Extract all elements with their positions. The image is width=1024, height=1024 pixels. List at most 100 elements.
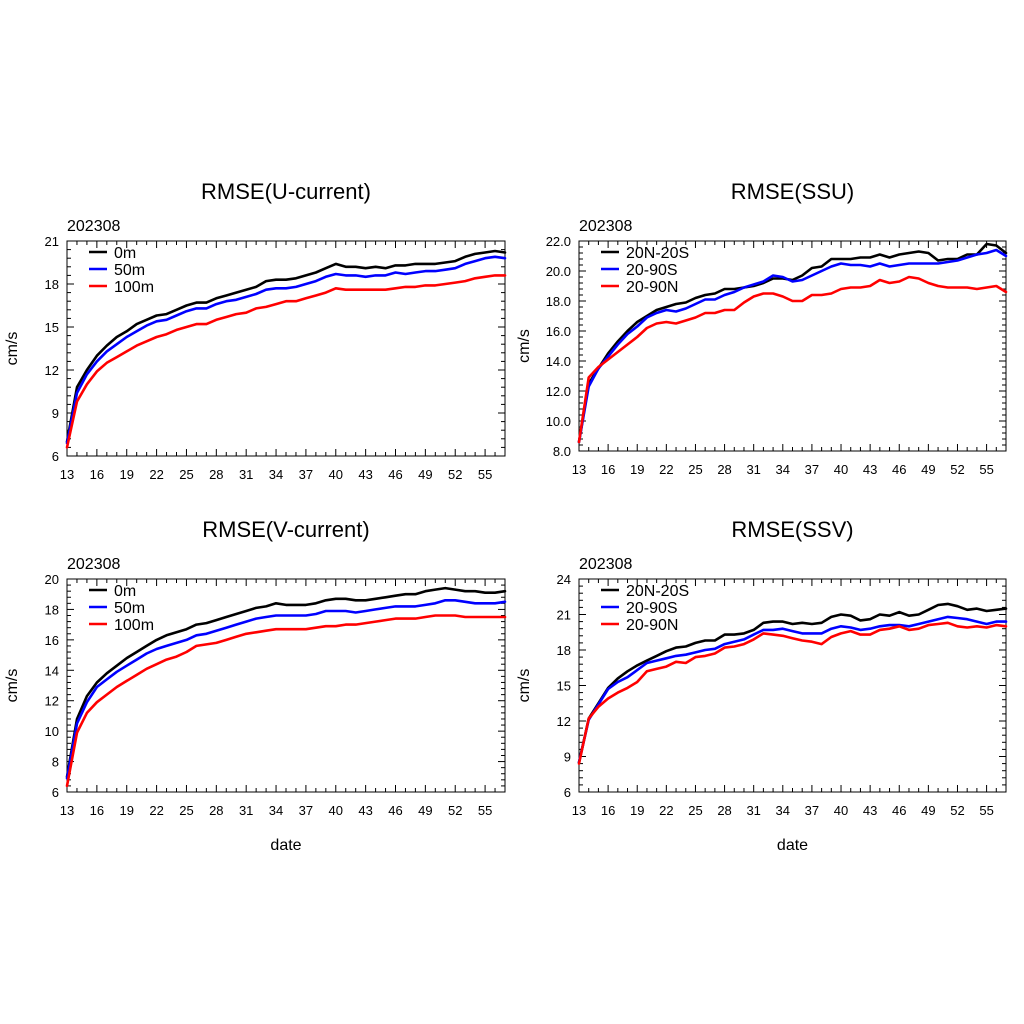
series-line-20-90S	[577, 615, 1008, 764]
y-tick-label: 6	[52, 449, 59, 464]
x-tick-label: 16	[601, 462, 615, 477]
y-tick-label: 24	[557, 572, 571, 587]
chart-subtitle: 202308	[579, 218, 632, 235]
x-tick-label: 13	[572, 462, 586, 477]
chart-title: RMSE(U-current)	[201, 179, 371, 204]
x-tick-label: 25	[179, 467, 193, 482]
y-tick-label: 6	[564, 785, 571, 800]
x-tick-label: 55	[478, 803, 492, 818]
series-line-100m	[65, 614, 507, 788]
x-tick-label: 22	[149, 467, 163, 482]
y-axis-label: cm/s	[4, 669, 21, 703]
y-tick-label: 12.0	[546, 384, 571, 399]
x-tick-label: 22	[149, 803, 163, 818]
chart-title: RMSE(V-current)	[202, 517, 369, 542]
y-tick-label: 12	[557, 714, 571, 729]
chart-subtitle: 202308	[67, 218, 120, 235]
x-tick-label: 19	[630, 803, 644, 818]
x-tick-label: 37	[299, 467, 313, 482]
x-tick-label: 28	[717, 803, 731, 818]
x-tick-label: 49	[418, 803, 432, 818]
panel-2: RMSE(SSU) 202308 13 16 19 22 25 28 31 34 37 40 43 46 4…	[516, 179, 1008, 477]
y-tick-label: 14	[45, 663, 59, 678]
x-tick-label: 31	[239, 803, 253, 818]
chart-subtitle: 202308	[579, 556, 632, 573]
x-tick-label: 28	[209, 467, 223, 482]
x-tick-label: 52	[448, 467, 462, 482]
y-tick-label: 6	[52, 785, 59, 800]
x-tick-label: 49	[921, 803, 935, 818]
x-tick-label: 40	[329, 467, 343, 482]
x-tick-label: 55	[979, 803, 993, 818]
x-tick-label: 28	[717, 462, 731, 477]
y-tick-label: 12	[45, 694, 59, 709]
y-tick-label: 9	[564, 750, 571, 765]
y-tick-label: 18.0	[546, 294, 571, 309]
x-tick-label: 13	[572, 803, 586, 818]
x-tick-label: 19	[630, 462, 644, 477]
chart-subtitle: 202308	[67, 556, 120, 573]
x-tick-label: 40	[834, 462, 848, 477]
legend-label: 50m	[114, 600, 145, 617]
x-tick-label: 34	[776, 803, 790, 818]
x-tick-label: 31	[746, 803, 760, 818]
legend-label: 20-90S	[626, 262, 678, 279]
x-tick-label: 52	[448, 803, 462, 818]
x-tick-label: 52	[950, 803, 964, 818]
y-tick-label: 18	[557, 643, 571, 658]
x-tick-label: 37	[805, 803, 819, 818]
series-line-100m	[65, 274, 507, 449]
x-tick-label: 49	[921, 462, 935, 477]
y-tick-label: 20.0	[546, 264, 571, 279]
x-tick-label: 25	[688, 462, 702, 477]
y-tick-label: 15	[45, 320, 59, 335]
y-axis-label: cm/s	[516, 329, 533, 363]
x-tick-label: 34	[269, 803, 283, 818]
legend-label: 100m	[114, 617, 154, 634]
x-tick-label: 16	[601, 803, 615, 818]
x-axis-label: date	[777, 837, 808, 854]
x-tick-label: 43	[863, 462, 877, 477]
y-tick-label: 8.0	[553, 444, 571, 459]
series-line-50m	[65, 598, 507, 780]
x-tick-label: 34	[776, 462, 790, 477]
x-tick-label: 22	[659, 462, 673, 477]
x-tick-label: 28	[209, 803, 223, 818]
y-tick-label: 8	[52, 755, 59, 770]
panel-4: RMSE(SSV) 202308 13 16 19 22 25 28 31 34 37 40 43 46 4…	[516, 517, 1008, 854]
x-tick-label: 52	[950, 462, 964, 477]
legend-label: 100m	[114, 279, 154, 296]
x-tick-label: 43	[358, 803, 372, 818]
series-line-50m	[65, 255, 507, 445]
legend-label: 20-90N	[626, 617, 678, 634]
x-tick-label: 34	[269, 467, 283, 482]
x-tick-label: 40	[834, 803, 848, 818]
x-tick-label: 46	[388, 803, 402, 818]
legend-label: 0m	[114, 583, 136, 600]
legend-label: 20N-20S	[626, 245, 689, 262]
panel-1: RMSE(U-current) 202308 13 16 19 22 25 28 31 34 37 4…	[4, 179, 507, 482]
x-tick-label: 22	[659, 803, 673, 818]
y-tick-label: 10.0	[546, 414, 571, 429]
x-tick-label: 55	[478, 467, 492, 482]
y-axis-label: cm/s	[516, 669, 533, 703]
series-line-20-90N	[577, 275, 1008, 444]
y-tick-label: 15	[557, 679, 571, 694]
x-tick-label: 25	[179, 803, 193, 818]
y-tick-label: 9	[52, 406, 59, 421]
legend-label: 20-90N	[626, 279, 678, 296]
x-tick-label: 37	[805, 462, 819, 477]
x-tick-label: 46	[892, 803, 906, 818]
y-tick-label: 16.0	[546, 324, 571, 339]
x-tick-label: 13	[60, 467, 74, 482]
x-tick-label: 46	[892, 462, 906, 477]
y-tick-label: 22.0	[546, 234, 571, 249]
x-tick-label: 19	[119, 803, 133, 818]
x-tick-label: 13	[60, 803, 74, 818]
x-tick-label: 43	[863, 803, 877, 818]
legend-label: 20-90S	[626, 600, 678, 617]
legend-label: 50m	[114, 262, 145, 279]
